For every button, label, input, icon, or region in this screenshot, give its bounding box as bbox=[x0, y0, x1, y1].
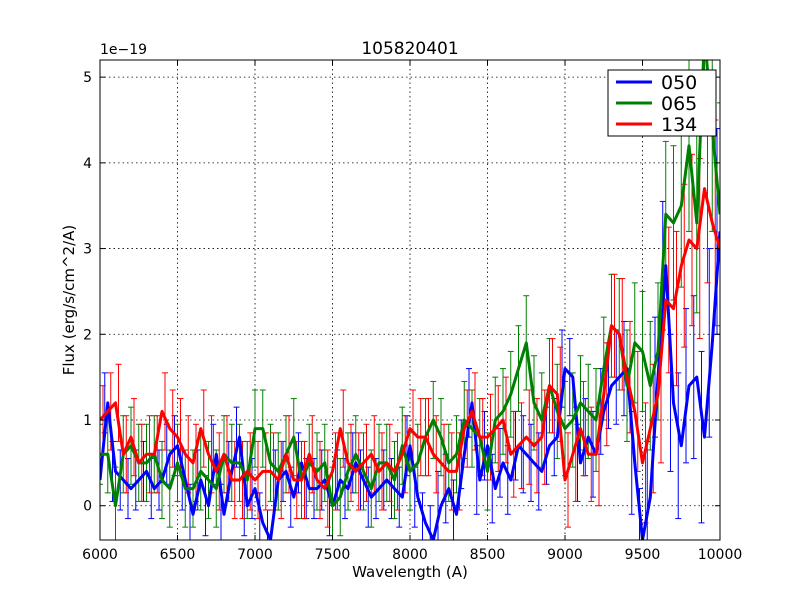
y-tick-label: 0 bbox=[83, 499, 92, 515]
y-tick-label: 4 bbox=[83, 156, 92, 172]
x-tick-label: 8000 bbox=[392, 547, 428, 563]
legend-label-050: 050 bbox=[661, 72, 697, 94]
series-050 bbox=[101, 128, 720, 540]
axis-ticks: 6000 6500 7000 7500 8000 8500 9000 9500 10000 0 1 2… bbox=[82, 60, 742, 563]
x-tick-label: 6000 bbox=[82, 547, 118, 563]
x-tick-label: 10000 bbox=[698, 547, 743, 563]
x-tick-label: 6500 bbox=[160, 547, 196, 563]
y-axis-label: Flux (erg/s/cm^2/A) bbox=[60, 225, 78, 376]
x-tick-label: 8500 bbox=[470, 547, 506, 563]
y-tick-label: 5 bbox=[83, 70, 92, 86]
y-tick-label: 1 bbox=[83, 413, 92, 429]
y-tick-label: 2 bbox=[83, 327, 92, 343]
plot-area bbox=[100, 60, 720, 540]
x-axis-label: Wavelength (A) bbox=[352, 563, 468, 581]
y-offset-label: 1e−19 bbox=[100, 42, 147, 58]
x-tick-label: 7000 bbox=[237, 547, 273, 563]
legend-label-065: 065 bbox=[661, 93, 697, 115]
series-line-050 bbox=[100, 231, 720, 540]
x-tick-label: 7500 bbox=[315, 547, 351, 563]
legend-label-134: 134 bbox=[661, 114, 697, 136]
chart-title: 105820401 bbox=[361, 39, 458, 59]
x-tick-label: 9500 bbox=[625, 547, 661, 563]
y-tick-label: 3 bbox=[83, 242, 92, 258]
x-tick-label: 9000 bbox=[547, 547, 583, 563]
series-line-134 bbox=[100, 187, 720, 491]
